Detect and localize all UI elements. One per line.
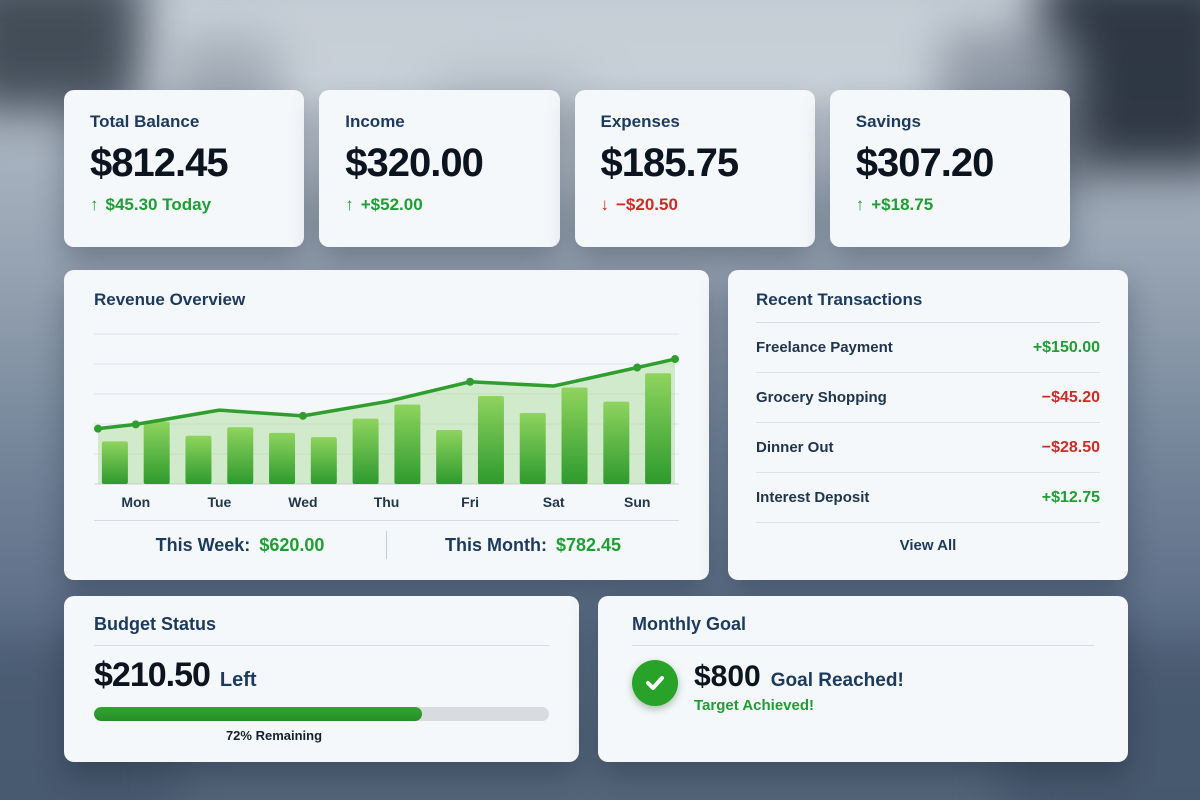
stat-delta-text: −$20.50: [616, 195, 678, 214]
check-icon: [632, 660, 678, 706]
transaction-row[interactable]: Grocery Shopping −$45.20: [756, 373, 1100, 423]
budget-title: Budget Status: [94, 614, 217, 634]
stat-card-expenses: Expenses $185.75 ↓ −$20.50: [574, 90, 815, 247]
recent-transactions-card: Recent Transactions Freelance Payment +$…: [728, 270, 1128, 580]
transaction-amount: −$28.50: [1041, 438, 1100, 456]
month-value: $782.45: [555, 534, 622, 555]
goal-amount: $800: [694, 660, 761, 693]
stat-title: Savings: [855, 112, 921, 131]
stat-title: Income: [345, 112, 405, 131]
stat-delta-text: +$52.00: [360, 195, 423, 214]
revenue-title: Revenue Overview: [94, 290, 246, 309]
budget-amount-row: $210.50 Left: [94, 656, 549, 695]
stat-title: Total Balance: [90, 112, 200, 131]
revenue-overview-card: Revenue Overview Mon Tue Wed Thu Fri Sat…: [64, 270, 709, 580]
budget-progress-bar: [94, 707, 549, 721]
week-summary: This Week: $620.00: [94, 535, 386, 556]
stat-delta: ↑ +$52.00: [345, 195, 533, 215]
stat-card-income: Income $320.00 ↑ +$52.00: [319, 90, 560, 247]
divider: [94, 520, 679, 521]
goal-title: Monthly Goal: [632, 614, 746, 634]
week-value: $620.00: [259, 534, 325, 555]
divider: [632, 645, 1094, 646]
month-summary: This Month: $782.45: [387, 535, 679, 556]
axis-label-fri: Fri: [461, 494, 480, 510]
transaction-amount: −$45.20: [1041, 388, 1100, 406]
stat-delta: ↓ −$20.50: [601, 195, 789, 215]
budget-progress-label: 72% Remaining: [225, 728, 323, 743]
week-label: This Week:: [155, 534, 251, 555]
axis-label-tue: Tue: [207, 494, 232, 510]
budget-amount-suffix: Left: [219, 669, 257, 691]
stat-delta-text: $45.30 Today: [105, 195, 212, 214]
goal-line: $800 Goal Reached!: [694, 660, 904, 694]
transaction-label: Dinner Out: [756, 439, 834, 456]
goal-text-block: $800 Goal Reached! Target Achieved!: [694, 660, 904, 714]
vertical-divider: [386, 531, 387, 559]
stat-card-savings: Savings $307.20 ↑ +$18.75: [829, 90, 1070, 247]
revenue-footer: This Week: $620.00 This Month: $782.45: [94, 521, 679, 569]
up-arrow-icon: ↑: [90, 195, 99, 214]
axis-label-thu: Thu: [373, 494, 400, 510]
goal-subtext: Target Achieved!: [694, 697, 815, 714]
budget-progress-fill: [94, 707, 422, 721]
stat-delta: ↑ $45.30 Today: [90, 195, 278, 215]
transaction-label: Interest Deposit: [756, 489, 870, 506]
stat-amount: $812.45: [90, 141, 229, 185]
up-arrow-icon: ↑: [345, 195, 354, 214]
stats-row: Total Balance $812.45 ↑ $45.30 Today Inc…: [64, 90, 1070, 247]
stat-amount: $185.75: [600, 141, 740, 185]
monthly-goal-card: Monthly Goal $800 Goal Reached! Target A…: [598, 596, 1128, 762]
axis-label-wed: Wed: [288, 494, 318, 510]
transactions-title: Recent Transactions: [756, 290, 1100, 323]
transaction-label: Grocery Shopping: [756, 389, 887, 406]
revenue-chart: [94, 333, 679, 485]
down-arrow-icon: ↓: [600, 195, 610, 214]
axis-label-sun: Sun: [624, 494, 651, 510]
transaction-label: Freelance Payment: [756, 339, 893, 356]
stat-delta-text: +$18.75: [871, 195, 934, 214]
transaction-amount: +$12.75: [1041, 488, 1100, 506]
chart-x-axis-labels: Mon Tue Wed Thu Fri Sat Sun: [94, 494, 679, 510]
up-arrow-icon: ↑: [855, 195, 865, 214]
stat-delta: ↑ +$18.75: [856, 195, 1044, 215]
stat-card-total-balance: Total Balance $812.45 ↑ $45.30 Today: [64, 90, 305, 247]
view-all-button[interactable]: View All: [899, 536, 957, 554]
axis-label-mon: Mon: [121, 494, 151, 510]
goal-status: Goal Reached!: [770, 670, 904, 691]
stat-amount: $320.00: [345, 141, 484, 185]
axis-label-sat: Sat: [542, 494, 565, 510]
stat-amount: $307.20: [855, 141, 995, 185]
budget-amount: $210.50: [94, 656, 211, 694]
transaction-amount: +$150.00: [1032, 338, 1100, 356]
goal-row: $800 Goal Reached! Target Achieved!: [632, 660, 1094, 714]
divider: [94, 645, 549, 646]
budget-status-card: Budget Status $210.50 Left 72% Remaining: [64, 596, 579, 762]
stat-title: Expenses: [600, 112, 680, 131]
transaction-row[interactable]: Interest Deposit +$12.75: [756, 473, 1100, 523]
month-label: This Month:: [444, 534, 547, 555]
transaction-row[interactable]: Freelance Payment +$150.00: [756, 323, 1100, 373]
transaction-row[interactable]: Dinner Out −$28.50: [756, 423, 1100, 473]
